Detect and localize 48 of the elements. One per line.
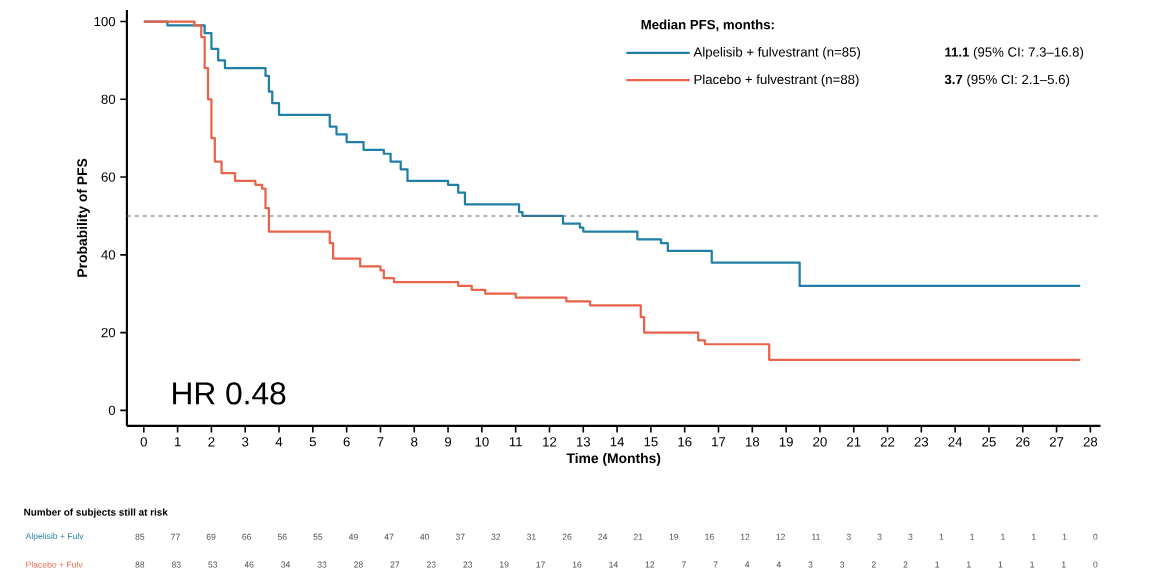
text: 88 83 53 46 34 33 28 27 23 23 19 17 16 14 12 7 7 4 4 3 3 2 2 1 1 1 1 1 0 (135, 561, 1098, 568)
x-tick-label: 14 (610, 436, 625, 447)
x-tick-label: 6 (343, 436, 350, 447)
y-tick-label: 100 (94, 16, 116, 26)
x-tick-label: 27 (1049, 436, 1064, 447)
x-tick-label: 23 (914, 436, 929, 447)
x-tick-label: 15 (644, 436, 658, 447)
x-tick-label: 7 (377, 436, 384, 447)
x-tick-label: 19 (779, 436, 793, 447)
x-tick-label: 24 (948, 436, 963, 447)
y-tick-label: 20 (101, 327, 116, 338)
x-tick-label: 17 (712, 436, 726, 447)
y-tick-label: 60 (101, 172, 116, 182)
y-axis-title: Probability of PFS (76, 158, 90, 277)
x-tick-label: 22 (880, 436, 895, 447)
x-tick-label: 4 (275, 436, 283, 447)
x-tick-label: 12 (543, 436, 557, 447)
annotation: 11.1 (95% CI: 7.3–16.8) (945, 46, 1084, 60)
annotation: 3.7 (95% CI: 2.1–5.6) (944, 74, 1070, 87)
text: Alpelisib + Fulv (25, 532, 84, 541)
x-tick-label: 25 (982, 436, 996, 447)
y-tick-label: 80 (101, 94, 116, 104)
x-tick-label: 16 (678, 436, 692, 447)
x-tick-label: 2 (208, 436, 215, 447)
x-tick-label: 10 (475, 436, 489, 447)
x-tick-label: 8 (411, 436, 418, 447)
x-tick-label: 3 (242, 436, 249, 447)
y-tick-label: 40 (101, 249, 116, 260)
x-axis-title: Time (Months) (566, 452, 661, 466)
text: Placebo + Fulv (26, 561, 83, 568)
x-tick-label: 21 (847, 436, 861, 447)
text: 85 77 69 66 56 55 49 47 40 37 32 31 26 24 21 19 16 12 12 11 3 3 3 1 1 1 1 1 0 (135, 533, 1098, 540)
x-tick-label: 0 (140, 436, 147, 447)
text: Number of subjects still at risk (24, 508, 168, 518)
legend-label: Alpelisib + fulvestrant (n=85) (693, 46, 861, 60)
x-tick-label: 26 (1016, 436, 1030, 447)
y-tick-label: 0 (108, 405, 116, 415)
x-tick-label: 20 (813, 436, 827, 447)
x-tick-label: 28 (1083, 436, 1098, 447)
legend-label: Placebo + fulvestrant (n=88) (694, 74, 859, 87)
x-tick-label: 9 (445, 436, 452, 447)
x-tick-label: 1 (174, 436, 181, 447)
legend-title: Median PFS, months: (641, 19, 774, 31)
x-tick-label: 11 (509, 436, 522, 447)
x-tick-label: 18 (745, 436, 760, 447)
annotation: HR 0.48 (173, 381, 286, 405)
x-tick-label: 5 (309, 436, 316, 447)
x-tick-label: 13 (576, 436, 591, 447)
